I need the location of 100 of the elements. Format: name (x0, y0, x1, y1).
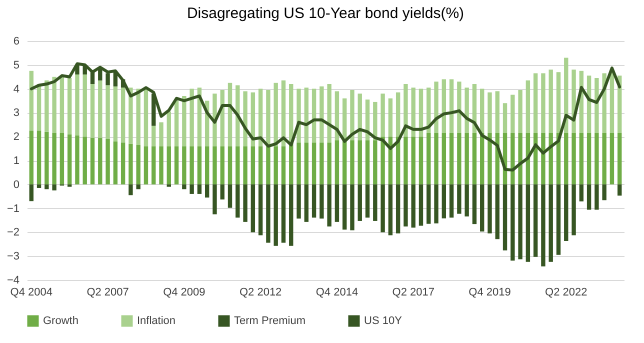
bar (464, 133, 469, 184)
bar (426, 133, 431, 184)
bar (136, 144, 140, 184)
bar (342, 140, 347, 184)
bar (373, 184, 378, 221)
x-tick-label: Q4 2004 (10, 286, 52, 298)
bar (480, 184, 484, 232)
bar (52, 76, 56, 134)
bar (586, 184, 592, 210)
bar (120, 88, 126, 143)
bar (358, 140, 362, 184)
bar (98, 80, 102, 138)
bar (75, 135, 80, 184)
bar (220, 184, 224, 200)
bar (350, 184, 354, 230)
bar (236, 184, 240, 218)
bar (228, 146, 232, 184)
bar (29, 70, 34, 131)
bar (136, 88, 140, 145)
bar (373, 140, 378, 184)
bar (60, 76, 64, 134)
bar (404, 184, 408, 226)
bar (464, 88, 469, 134)
bar (404, 84, 408, 137)
bar (67, 134, 72, 184)
bar (380, 94, 385, 137)
bar (312, 142, 316, 184)
bar (495, 184, 500, 240)
bar (464, 184, 469, 216)
bar (373, 102, 378, 140)
bar (36, 184, 42, 188)
bar (594, 184, 599, 210)
bar (182, 146, 186, 184)
bar (618, 133, 622, 184)
bar (312, 184, 316, 218)
bar (541, 133, 546, 184)
bar (274, 146, 278, 184)
bar (44, 132, 49, 184)
bar (327, 184, 332, 226)
legend-label: Inflation (137, 315, 176, 327)
line-series (30, 62, 622, 172)
bar (488, 184, 492, 234)
bar (442, 184, 446, 218)
bar (90, 84, 95, 138)
bar (334, 140, 340, 184)
bar (258, 184, 263, 236)
chart-title: Disagregating US 10-Year bond yields(%) (186, 5, 464, 22)
bar (304, 184, 309, 222)
bar (510, 133, 515, 184)
bar (518, 184, 522, 260)
bar (572, 133, 576, 184)
bar (243, 91, 248, 146)
bar (602, 133, 606, 184)
bar (365, 184, 370, 218)
bar (159, 146, 164, 184)
y-tick-label: 2 (13, 131, 20, 144)
bar (327, 142, 332, 184)
bar (90, 138, 95, 184)
bar (174, 146, 179, 184)
bar (29, 130, 34, 184)
bar (434, 133, 438, 184)
bar (212, 146, 217, 184)
bar (258, 146, 263, 184)
bar (350, 140, 354, 184)
y-tick-label: 4 (13, 83, 20, 96)
bar (418, 136, 424, 184)
bar (579, 184, 584, 202)
bar (274, 184, 278, 246)
bar (342, 184, 347, 230)
bar (190, 184, 194, 194)
bar (128, 184, 133, 196)
bar (190, 88, 194, 146)
bar (388, 184, 393, 236)
bar (67, 78, 72, 134)
bar (411, 136, 416, 184)
bar (380, 136, 385, 184)
bar (106, 138, 110, 184)
bar (182, 184, 186, 190)
bar (204, 184, 210, 198)
legend-label: Growth (43, 315, 78, 327)
bar (518, 133, 522, 184)
bar (495, 91, 500, 134)
bar (594, 78, 599, 134)
bar (404, 136, 408, 184)
bar (44, 184, 49, 190)
bar (204, 146, 210, 184)
bar (120, 142, 126, 184)
bar (75, 74, 80, 136)
bar (610, 133, 614, 184)
bar (243, 146, 248, 184)
bar (113, 141, 118, 184)
bar (144, 146, 148, 184)
bar (449, 133, 454, 184)
bar (457, 82, 462, 134)
bar (82, 136, 87, 184)
bar (182, 96, 186, 146)
bar (166, 184, 171, 187)
bar (572, 184, 576, 236)
bar (541, 184, 546, 266)
y-tick-label: −3 (6, 250, 20, 263)
